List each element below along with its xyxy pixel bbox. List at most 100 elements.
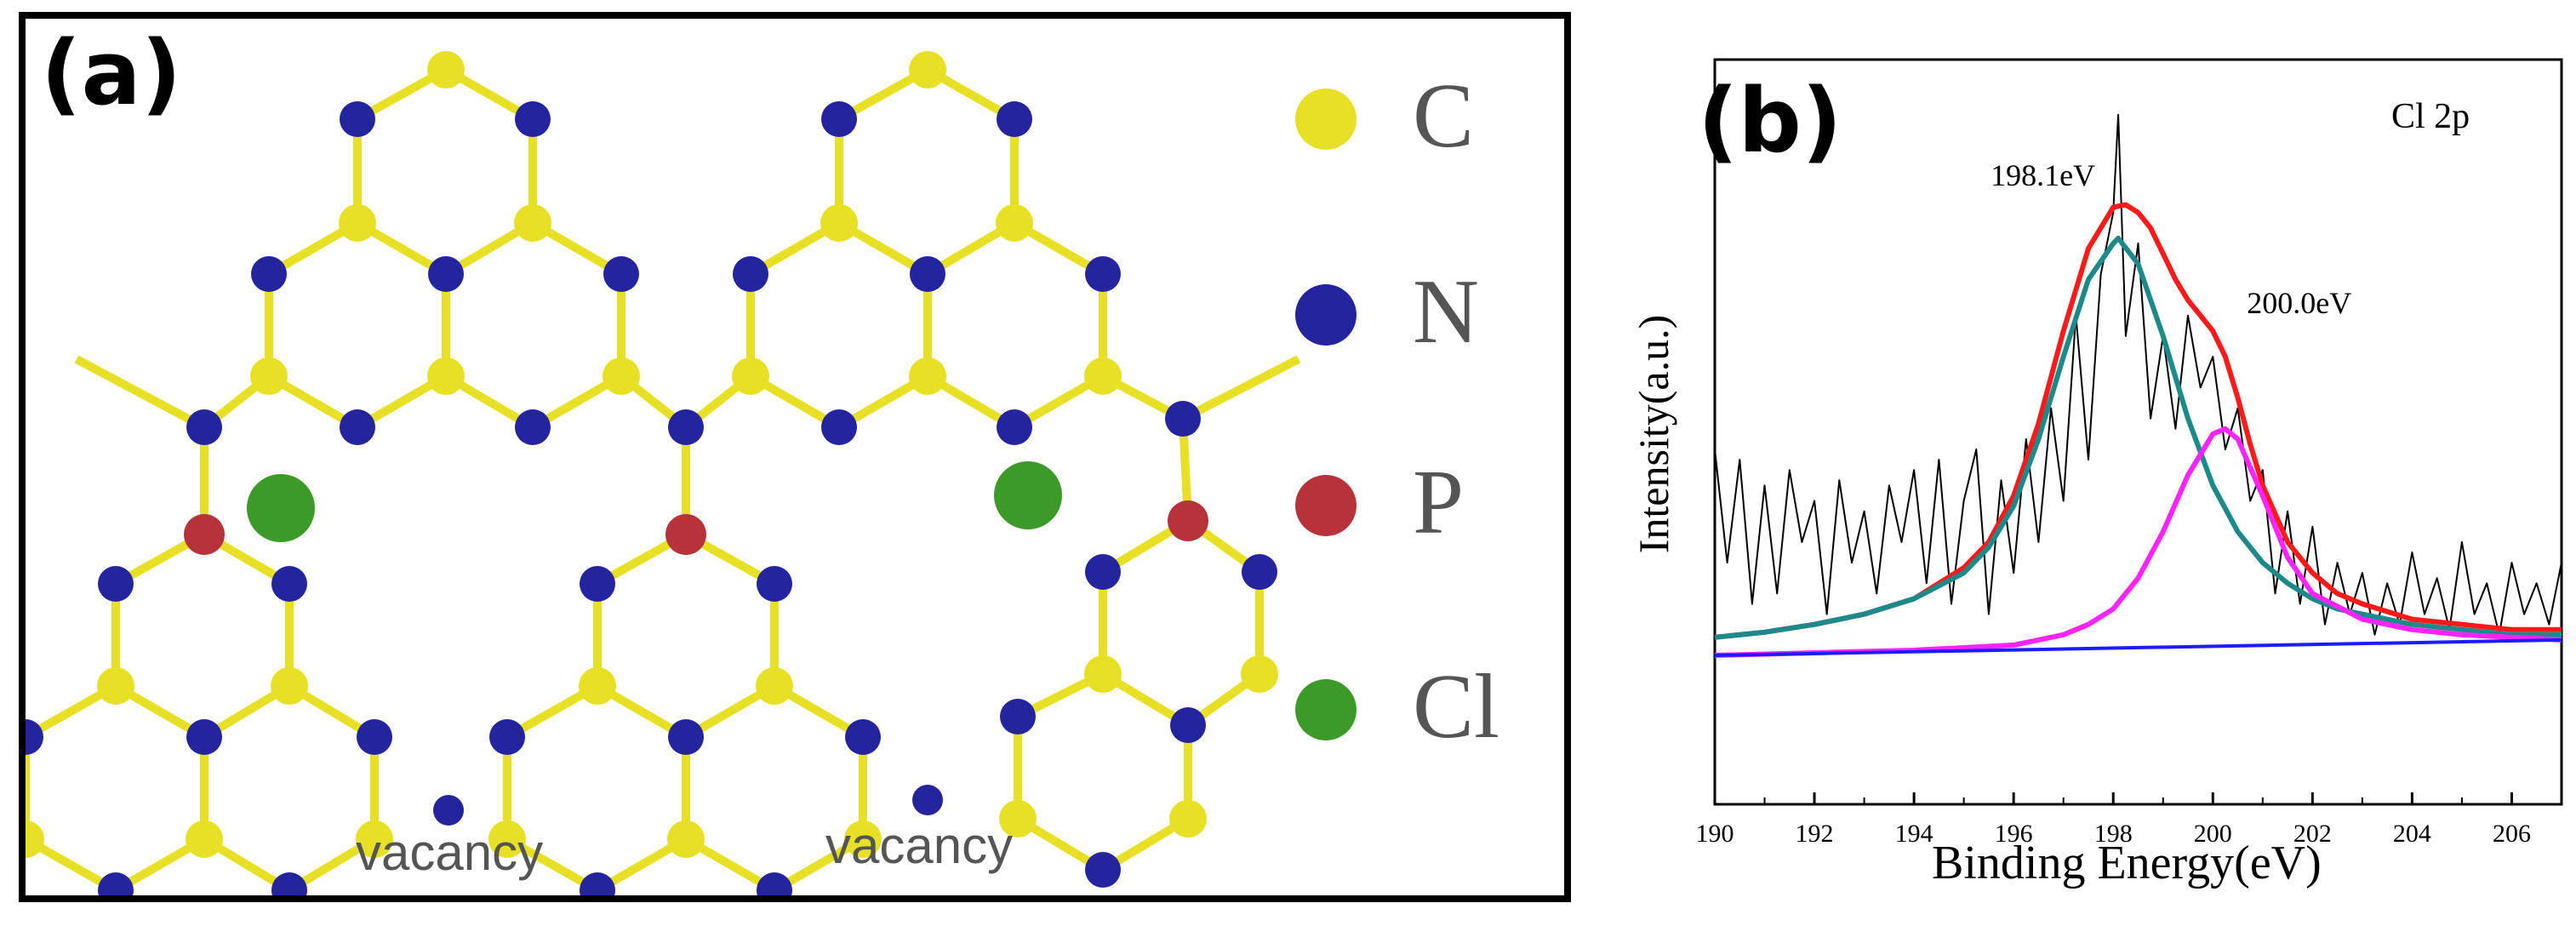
x-tick-label: 194	[1895, 820, 1933, 848]
x-tick-label: 204	[2393, 820, 2431, 848]
bond-layer	[21, 66, 1301, 895]
atom-n	[489, 719, 525, 755]
atom-n	[186, 409, 222, 445]
atom-n	[997, 101, 1032, 137]
panel-b-chart: (b) Cl 2p Binding Energy(eV) Intensity(a…	[1600, 0, 2576, 922]
atom-c	[996, 204, 1033, 242]
atom-c	[1084, 655, 1122, 693]
legend-swatch-c	[1295, 89, 1357, 150]
x-tick-label: 206	[2493, 820, 2531, 848]
x-tick-label: 202	[2293, 820, 2332, 848]
atom-n	[997, 409, 1032, 445]
atom-c	[186, 820, 223, 858]
legend: C N P Cl	[1295, 66, 1499, 757]
atom-p	[1168, 500, 1208, 541]
atom-cl	[994, 461, 1062, 529]
atom-n	[271, 872, 307, 908]
atom-n	[251, 256, 287, 292]
legend-swatch-n	[1295, 284, 1357, 346]
atom-c	[427, 51, 465, 89]
atom-c	[1241, 655, 1278, 693]
legend-label-n: N	[1413, 261, 1479, 363]
atom-n	[845, 719, 881, 755]
atom-c	[339, 204, 376, 242]
atom-n	[515, 101, 551, 137]
atom-cl	[247, 474, 315, 542]
atom-n	[821, 101, 857, 137]
atom-c	[909, 51, 946, 89]
atom-c	[356, 820, 393, 858]
atom-n	[668, 409, 704, 445]
atom-c	[271, 667, 308, 705]
atom-c	[579, 667, 616, 705]
structure-diagram: (a) C N P Cl vacancy vacancy	[7, 21, 1499, 908]
series-line-1	[1714, 202, 2562, 640]
atom-c	[250, 357, 288, 395]
y-axis-label: Intensity(a.u.)	[1630, 315, 1677, 553]
atom-c	[1084, 357, 1122, 395]
atom-c	[667, 820, 705, 858]
vacancy-marker	[433, 795, 464, 826]
series-line-4	[1714, 637, 2562, 657]
atom-n	[428, 256, 464, 292]
atom-n	[1000, 699, 1036, 735]
atom-n	[580, 872, 615, 908]
panel-a-label: (a)	[41, 21, 181, 125]
atom-c	[514, 204, 551, 242]
atom-n	[668, 719, 704, 755]
legend-swatch-cl	[1295, 679, 1357, 740]
atom-p	[665, 514, 706, 555]
legend-label-p: P	[1413, 452, 1464, 553]
atom-p	[184, 514, 225, 555]
atom-c	[1169, 800, 1207, 837]
legend-swatch-p	[1295, 475, 1357, 536]
atom-n	[821, 409, 857, 445]
atom-n	[515, 409, 551, 445]
x-tick-label: 196	[1995, 820, 2033, 848]
atom-c	[756, 667, 793, 705]
legend-label-c: C	[1413, 66, 1474, 167]
bond	[1180, 355, 1301, 423]
plot-frame	[1713, 58, 2563, 806]
atom-n	[1242, 554, 1277, 590]
atom-n	[910, 256, 945, 292]
atom-c	[732, 357, 769, 395]
atom-n	[98, 872, 134, 908]
atom-c	[97, 667, 134, 705]
series-line-0	[1714, 113, 2562, 636]
xps-chart: (b) Cl 2p Binding Energy(eV) Intensity(a…	[1630, 58, 2563, 889]
atom-n	[1170, 707, 1206, 743]
atom-c	[603, 357, 640, 395]
legend-label-cl: Cl	[1413, 656, 1499, 757]
panel-a-structure: (a) C N P Cl vacancy vacancy	[7, 12, 1571, 908]
x-tick-label: 200	[2194, 820, 2232, 848]
x-tick-label: 190	[1696, 820, 1734, 848]
atom-c	[999, 800, 1037, 837]
atom-n	[757, 872, 792, 908]
vacancy-marker	[912, 785, 943, 815]
series-line-3	[1714, 426, 2562, 658]
vacancy-label-2: vacancy	[825, 817, 1013, 874]
x-axis-label: Binding Energy(eV)	[1932, 837, 2322, 889]
atom-c	[427, 357, 465, 395]
x-tick-label: 192	[1796, 820, 1834, 848]
plot-area: 190 192 194 196 198 200 202 204 206 198.1eV 200.0e…	[1696, 58, 2563, 848]
atom-n	[271, 566, 307, 602]
atom-n	[1085, 554, 1121, 590]
atom-n	[98, 566, 134, 602]
atom-n	[603, 256, 639, 292]
atom-n	[340, 101, 375, 137]
atom-c	[488, 820, 526, 858]
atom-c	[909, 357, 946, 395]
atom-n	[357, 719, 392, 755]
chart-title: Cl 2p	[2391, 97, 2470, 136]
atom-n	[1165, 401, 1201, 437]
atom-c	[844, 820, 882, 858]
atom-n	[757, 566, 792, 602]
atom-n	[186, 719, 222, 755]
atom-n	[580, 566, 615, 602]
peak-annotation: 200.0eV	[2247, 286, 2351, 320]
atom-c	[820, 204, 858, 242]
peak-annotation: 198.1eV	[1991, 158, 2095, 192]
atom-n	[1085, 852, 1121, 888]
